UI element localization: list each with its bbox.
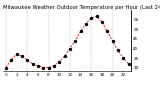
Point — [47, 67, 50, 68]
Text: Milwaukee Weather Outdoor Temperature per Hour (Last 24 Hours): Milwaukee Weather Outdoor Temperature pe… — [3, 5, 160, 10]
Point — [101, 21, 103, 23]
Point — [111, 40, 114, 42]
Point — [5, 67, 7, 68]
Point — [26, 59, 28, 61]
Point — [10, 59, 12, 61]
Point — [74, 40, 76, 42]
Point — [127, 63, 130, 64]
Point — [31, 63, 34, 64]
Point — [122, 57, 124, 59]
Point — [37, 65, 39, 66]
Point — [95, 15, 98, 17]
Point — [106, 31, 108, 32]
Point — [15, 54, 18, 55]
Point — [21, 55, 23, 57]
Point — [90, 17, 92, 19]
Point — [85, 23, 87, 24]
Point — [53, 65, 55, 66]
Point — [79, 31, 82, 32]
Point — [42, 67, 44, 68]
Point — [63, 55, 66, 57]
Point — [117, 50, 119, 51]
Point — [69, 48, 71, 49]
Point — [58, 61, 60, 63]
